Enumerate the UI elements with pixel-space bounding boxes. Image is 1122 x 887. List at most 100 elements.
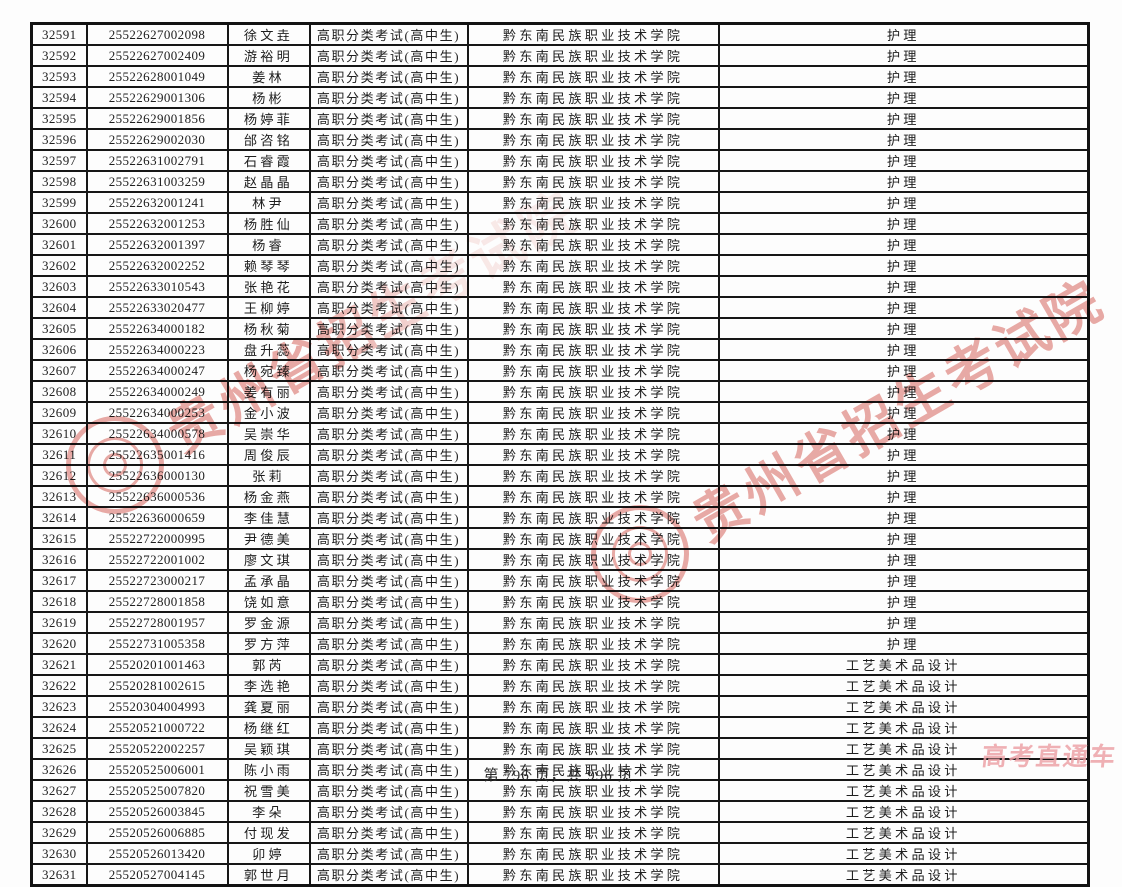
cell-name: 廖文琪: [226, 548, 311, 571]
cell-exam-no: 25520304004993: [85, 695, 229, 718]
cell-exam-type: 高职分类考试(高中生): [308, 212, 469, 235]
cell-major: 护理: [717, 44, 1090, 67]
cell-school: 黔东南民族职业技术学院: [466, 254, 720, 277]
cell-school: 黔东南民族职业技术学院: [466, 233, 720, 256]
cell-exam-no: 25520527004145: [85, 863, 229, 887]
cell-exam-no: 25522629001306: [85, 86, 229, 109]
table-row: 32605 25522634000182 杨秋菊 高职分类考试(高中生) 黔东南民族职业…: [30, 317, 1090, 340]
cell-major: 工艺美术品设计: [717, 800, 1090, 823]
table-row: 32617 25522723000217 孟承晶 高职分类考试(高中生) 黔东南民族职业…: [30, 569, 1090, 592]
cell-exam-no: 25522722000995: [85, 527, 229, 550]
admission-roster-table: 32591 25522627002098 徐文垚 高职分类考试(高中生) 黔东南民族职业…: [30, 22, 1090, 887]
cell-school: 黔东南民族职业技术学院: [466, 611, 720, 634]
cell-exam-type: 高职分类考试(高中生): [308, 296, 469, 319]
cell-exam-no: 25522634000253: [85, 401, 229, 424]
cell-school: 黔东南民族职业技术学院: [466, 842, 720, 865]
cell-exam-type: 高职分类考试(高中生): [308, 569, 469, 592]
cell-seq: 32611: [30, 443, 88, 466]
cell-school: 黔东南民族职业技术学院: [466, 863, 720, 887]
cell-exam-type: 高职分类考试(高中生): [308, 149, 469, 172]
cell-seq: 32625: [30, 737, 88, 760]
cell-exam-type: 高职分类考试(高中生): [308, 422, 469, 445]
page-indicator: 第 796 页，共 996 页: [483, 768, 634, 784]
cell-school: 黔东南民族职业技术学院: [466, 464, 720, 487]
cell-major: 工艺美术品设计: [717, 716, 1090, 739]
cell-name: 付现发: [226, 821, 311, 844]
cell-exam-type: 高职分类考试(高中生): [308, 443, 469, 466]
cell-seq: 32609: [30, 401, 88, 424]
cell-seq: 32624: [30, 716, 88, 739]
cell-exam-no: 25522627002098: [85, 22, 229, 46]
cell-exam-no: 25522632002252: [85, 254, 229, 277]
cell-major: 护理: [717, 170, 1090, 193]
cell-exam-no: 25520526013420: [85, 842, 229, 865]
cell-school: 黔东南民族职业技术学院: [466, 65, 720, 88]
cell-seq: 32607: [30, 359, 88, 382]
cell-school: 黔东南民族职业技术学院: [466, 44, 720, 67]
cell-major: 护理: [717, 212, 1090, 235]
cell-major: 护理: [717, 611, 1090, 634]
cell-major: 工艺美术品设计: [717, 821, 1090, 844]
table-row: 32616 25522722001002 廖文琪 高职分类考试(高中生) 黔东南民族职业…: [30, 548, 1090, 571]
cell-major: 护理: [717, 275, 1090, 298]
cell-exam-type: 高职分类考试(高中生): [308, 191, 469, 214]
cell-name: 姜林: [226, 65, 311, 88]
cell-major: 护理: [717, 632, 1090, 655]
table-row: 32598 25522631003259 赵晶晶 高职分类考试(高中生) 黔东南民族职业…: [30, 170, 1090, 193]
cell-exam-type: 高职分类考试(高中生): [308, 22, 469, 46]
cell-major: 护理: [717, 296, 1090, 319]
table-row: 32620 25522731005358 罗方萍 高职分类考试(高中生) 黔东南民族职业…: [30, 632, 1090, 655]
cell-seq: 32597: [30, 149, 88, 172]
cell-name: 罗方萍: [226, 632, 311, 655]
table-row: 32626 25520525006001 陈小雨 高职分类考试(高中生) 黔东南民族职业…: [30, 758, 1090, 781]
cell-exam-no: 25522635001416: [85, 443, 229, 466]
cell-name: 石睿霞: [226, 149, 311, 172]
cell-seq: 32631: [30, 863, 88, 887]
cell-exam-type: 高职分类考试(高中生): [308, 653, 469, 676]
cell-seq: 32613: [30, 485, 88, 508]
table-row: 32629 25520526006885 付现发 高职分类考试(高中生) 黔东南民族职业…: [30, 821, 1090, 844]
cell-school: 黔东南民族职业技术学院: [466, 212, 720, 235]
cell-name: 杨宛臻: [226, 359, 311, 382]
cell-name: 张莉: [226, 464, 311, 487]
cell-seq: 32612: [30, 464, 88, 487]
cell-name: 王柳婷: [226, 296, 311, 319]
cell-major: 护理: [717, 401, 1090, 424]
cell-major: 护理: [717, 485, 1090, 508]
cell-school: 黔东南民族职业技术学院: [466, 22, 720, 46]
cell-major: 护理: [717, 380, 1090, 403]
cell-exam-type: 高职分类考试(高中生): [308, 128, 469, 151]
cell-exam-type: 高职分类考试(高中生): [308, 338, 469, 361]
cell-exam-type: 高职分类考试(高中生): [308, 527, 469, 550]
cell-name: 周俊辰: [226, 443, 311, 466]
table-row: 32594 25522629001306 杨彬 高职分类考试(高中生) 黔东南民族职业技…: [30, 86, 1090, 109]
cell-name: 赵晶晶: [226, 170, 311, 193]
cell-exam-no: 25522631003259: [85, 170, 229, 193]
cell-school: 黔东南民族职业技术学院: [466, 86, 720, 109]
cell-exam-type: 高职分类考试(高中生): [308, 590, 469, 613]
cell-exam-no: 25520522002257: [85, 737, 229, 760]
cell-exam-no: 25522636000659: [85, 506, 229, 529]
cell-seq: 32595: [30, 107, 88, 130]
cell-major: 护理: [717, 422, 1090, 445]
cell-major: 护理: [717, 86, 1090, 109]
cell-exam-no: 25522628001049: [85, 65, 229, 88]
cell-exam-no: 25522632001397: [85, 233, 229, 256]
cell-exam-no: 25522728001957: [85, 611, 229, 634]
cell-exam-no: 25522633020477: [85, 296, 229, 319]
cell-name: 姜有丽: [226, 380, 311, 403]
cell-name: 郭芮: [226, 653, 311, 676]
cell-school: 黔东南民族职业技术学院: [466, 149, 720, 172]
table-row: 32623 25520304004993 龚夏丽 高职分类考试(高中生) 黔东南民族职业…: [30, 695, 1090, 718]
cell-name: 李选艳: [226, 674, 311, 697]
table-row: 32609 25522634000253 金小波 高职分类考试(高中生) 黔东南民族职业…: [30, 401, 1090, 424]
cell-exam-no: 25522634000247: [85, 359, 229, 382]
cell-school: 黔东南民族职业技术学院: [466, 506, 720, 529]
table-row: 32600 25522632001253 杨胜仙 高职分类考试(高中生) 黔东南民族职业…: [30, 212, 1090, 235]
table-row: 32625 25520522002257 吴颖琪 高职分类考试(高中生) 黔东南民族职业…: [30, 737, 1090, 760]
cell-major: 工艺美术品设计: [717, 695, 1090, 718]
cell-seq: 32630: [30, 842, 88, 865]
cell-name: 吴颖琪: [226, 737, 311, 760]
cell-exam-type: 高职分类考试(高中生): [308, 317, 469, 340]
cell-exam-no: 25520201001463: [85, 653, 229, 676]
